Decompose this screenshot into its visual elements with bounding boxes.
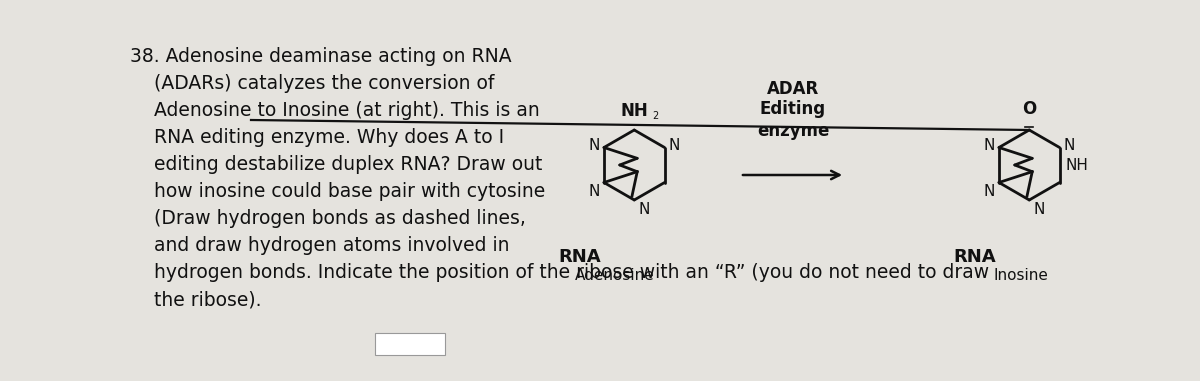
Text: O: O (1022, 100, 1037, 118)
Text: RNA editing enzyme. Why does A to I: RNA editing enzyme. Why does A to I (130, 128, 504, 147)
Text: enzyme: enzyme (757, 122, 829, 140)
Text: RNA: RNA (559, 248, 601, 266)
Text: NH: NH (620, 102, 648, 120)
FancyBboxPatch shape (374, 333, 445, 355)
Text: N: N (638, 202, 649, 217)
Text: ADAR: ADAR (767, 80, 820, 98)
Text: N: N (588, 138, 600, 153)
Text: $_2$: $_2$ (653, 108, 660, 122)
Text: the ribose).: the ribose). (130, 290, 262, 309)
Text: Editing: Editing (760, 100, 826, 118)
Text: RNA: RNA (954, 248, 996, 266)
Text: N: N (588, 184, 600, 200)
Text: and draw hydrogen atoms involved in: and draw hydrogen atoms involved in (130, 236, 510, 255)
Text: N: N (1033, 202, 1045, 217)
Text: Adenosine: Adenosine (575, 268, 655, 283)
Text: N: N (668, 138, 680, 153)
Text: how inosine could base pair with cytosine: how inosine could base pair with cytosin… (130, 182, 545, 201)
Text: Adenosine to Inosine (at right). This is an: Adenosine to Inosine (at right). This is… (130, 101, 540, 120)
Text: editing destabilize duplex RNA? Draw out: editing destabilize duplex RNA? Draw out (130, 155, 542, 174)
Text: (Draw hydrogen bonds as dashed lines,: (Draw hydrogen bonds as dashed lines, (130, 209, 526, 228)
Text: 38. Adenosine deaminase acting on RNA: 38. Adenosine deaminase acting on RNA (130, 47, 511, 66)
Text: N: N (984, 138, 995, 153)
Text: NH: NH (1066, 157, 1088, 173)
Text: N: N (984, 184, 995, 200)
Text: hydrogen bonds. Indicate the position of the ribose with an “R” (you do not need: hydrogen bonds. Indicate the position of… (130, 263, 989, 282)
Text: Inosine: Inosine (994, 268, 1048, 283)
Text: (ADARs) catalyzes the conversion of: (ADARs) catalyzes the conversion of (130, 74, 494, 93)
Text: N: N (1063, 138, 1075, 153)
